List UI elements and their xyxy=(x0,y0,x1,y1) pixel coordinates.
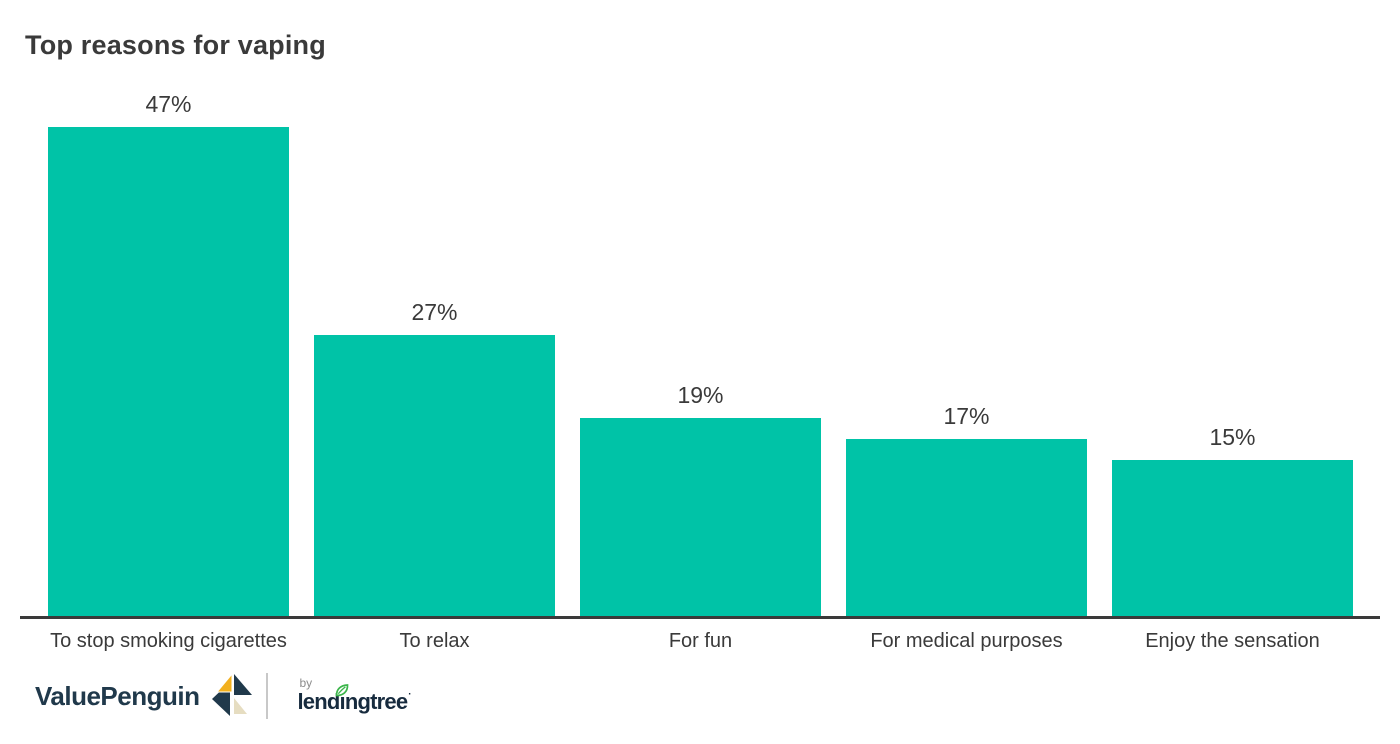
footer-logos: ValuePenguin by lendıngtree· xyxy=(35,668,411,724)
valuepenguin-wordmark: ValuePenguin xyxy=(35,680,200,711)
x-axis-label: For fun xyxy=(668,630,733,652)
logo-divider xyxy=(265,673,268,719)
bar-value-label: 15% xyxy=(1209,424,1256,450)
x-axis-label: Enjoy the sensation xyxy=(1145,630,1320,652)
lendingtree-text-i: ı xyxy=(339,689,346,715)
bar xyxy=(846,439,1087,616)
lendingtree-text-pre: lend xyxy=(297,689,341,715)
by-label: by xyxy=(299,676,313,691)
valuepenguin-diamond-icon xyxy=(210,672,256,720)
bar-slot: 27% xyxy=(314,299,555,616)
bar-chart: 47% 27% 19% 17% 15% xyxy=(48,91,1353,616)
bar-slot: 17% xyxy=(846,403,1087,616)
bar-value-label: 47% xyxy=(145,91,192,117)
x-axis-labels: To stop smoking cigarettes To relax For … xyxy=(48,630,1353,653)
bar xyxy=(1112,460,1353,616)
bar xyxy=(580,418,821,616)
x-axis-line xyxy=(20,616,1380,619)
bar xyxy=(48,127,289,616)
x-axis-label: For medical purposes xyxy=(870,630,1063,652)
bar-slot: 19% xyxy=(580,382,821,616)
leaf-icon xyxy=(333,680,350,704)
lendingtree-text-post: ngtree xyxy=(344,689,408,715)
bar-value-label: 17% xyxy=(943,403,990,429)
chart-title: Top reasons for vaping xyxy=(25,30,326,60)
trademark-mark: · xyxy=(408,689,411,701)
lendingtree-logo: by lendıngtree· xyxy=(297,676,412,715)
bar-value-label: 19% xyxy=(677,382,724,408)
lendingtree-wordmark: lendıngtree· xyxy=(297,684,411,715)
bar xyxy=(314,335,555,616)
bar-slot: 47% xyxy=(48,91,289,616)
x-axis-label: To stop smoking cigarettes xyxy=(50,630,287,652)
bar-slot: 15% xyxy=(1112,424,1353,616)
bar-value-label: 27% xyxy=(411,299,458,325)
x-axis-label: To relax xyxy=(399,630,470,652)
